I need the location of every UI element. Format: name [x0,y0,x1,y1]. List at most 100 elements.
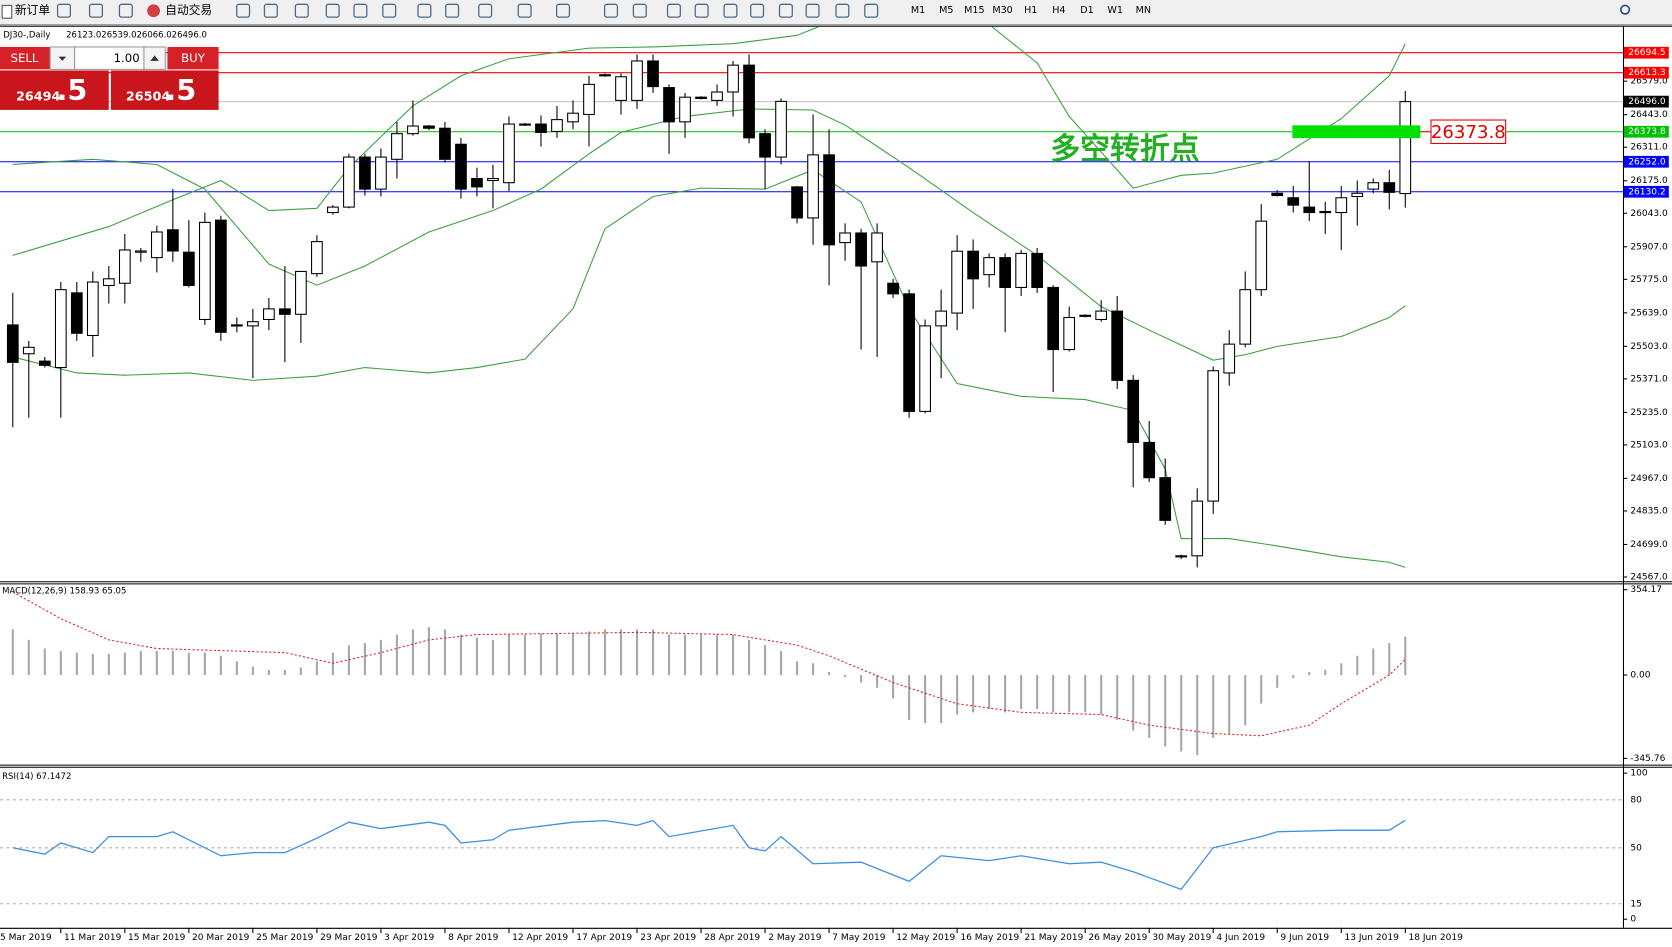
annotation-bar [1292,125,1421,139]
toolbar-icon[interactable] [417,3,432,18]
x-tick-label: 21 May 2019 [1024,933,1083,943]
x-tick-label: 26 May 2019 [1088,933,1147,943]
y-tick-label: 26443.0 [1630,110,1668,120]
buy-label: BUY [181,51,206,65]
toolbar-icon[interactable] [864,3,879,18]
timeframe-button[interactable]: M5 [939,5,953,16]
toolbar-icon[interactable] [750,3,765,18]
new-order-icon [1,4,13,19]
y-tick-label: 25103.0 [1630,440,1668,450]
timeframe-button[interactable]: M30 [992,5,1012,16]
candle-body [599,74,611,77]
level-label: 26252.0 [1628,157,1666,167]
toolbar-icon[interactable] [694,3,709,18]
candle-body [1015,252,1028,288]
bollinger-upper [12,26,1406,256]
toolbar-icon[interactable] [88,3,104,18]
toolbar-icon[interactable] [325,3,340,18]
candle-body [663,87,675,123]
x-tick-label: 16 May 2019 [960,933,1019,943]
y-tick-label: 24699.0 [1630,540,1668,550]
toolbar-icon[interactable] [236,3,251,18]
auto-trading-label: 自动交易 [165,3,212,17]
bid-box[interactable] [0,70,109,110]
annotation-text: 多空转折点 [1050,132,1199,167]
auto-trading-icon [147,4,160,18]
rsi-line [12,819,1406,891]
timeframe-button[interactable]: W1 [1107,5,1123,16]
toolbar-icon[interactable] [603,3,619,18]
toolbar-icon[interactable] [478,3,493,18]
y-tick-label: 25907.0 [1630,242,1668,252]
toolbar-icon[interactable] [445,3,460,18]
candle-body [535,123,547,133]
sell-button[interactable]: SELL [0,46,51,70]
toolbar-icon[interactable] [666,3,681,18]
x-tick-label: 8 Apr 2019 [448,933,498,943]
new-order-button[interactable]: 新订单 [1,3,50,19]
level-box [1624,155,1669,168]
toolbar-icon[interactable] [353,3,368,18]
candle-body [1159,477,1172,521]
toolbar-icon[interactable] [805,3,820,18]
timeframe-button[interactable]: M15 [964,5,984,16]
y-tick-label: 50 [1630,843,1642,853]
current-price-box [1624,95,1669,108]
x-tick-label: 4 Jun 2019 [1216,933,1265,943]
timeframe-button[interactable]: H1 [1024,5,1037,16]
candle-body [22,346,35,355]
toolbar-icon[interactable] [294,3,309,18]
candle-body [1399,101,1412,195]
level-box [1624,125,1669,138]
timeframe-button[interactable]: D1 [1080,5,1093,16]
toolbar-icon[interactable] [835,3,850,18]
y-tick-label: 25503.0 [1630,342,1668,352]
date-axis: 5 Mar 2019 11 Mar 2019 15 Mar 2019 20 Mar 2… [0,927,1463,943]
candle-body [6,324,19,363]
toolbar-icon[interactable] [778,3,793,18]
candle-body [295,270,307,315]
candle-body [1191,500,1204,557]
ask-price: 26504 [126,90,171,105]
price-chart: 多空转折点 26373.8 [0,26,1623,568]
auto-trading-button[interactable]: 自动交易 [147,3,212,17]
toolbar-icon[interactable] [56,3,72,18]
toolbar-icon[interactable] [118,3,133,18]
candle-body [1207,370,1220,502]
y-tick-label: 26311.0 [1630,143,1668,153]
candle-body [711,91,723,101]
timeframe-button[interactable]: H4 [1052,5,1065,16]
ask-box[interactable] [110,70,219,110]
candle-body [263,308,275,321]
candle-body [1335,197,1348,214]
open: 26123.0 [66,31,101,41]
toolbar-icon[interactable] [555,3,571,18]
toolbar-icon[interactable] [263,3,278,18]
low: 26066.0 [136,31,171,41]
candle-body [1271,192,1284,197]
candle-body [1303,206,1316,214]
y-tick-label: 25235.0 [1630,408,1668,418]
y-tick-label: 25371.0 [1630,374,1668,384]
x-tick-label: 17 Apr 2019 [576,933,632,943]
x-tick-label: 13 Jun 2019 [1344,933,1399,943]
candle-body [182,251,195,287]
toolbar-icon[interactable] [723,3,738,18]
y-tick-label: 354.17 [1630,585,1662,595]
x-tick-label: 30 May 2019 [1152,933,1211,943]
candle-body [247,321,259,327]
toolbar-icon[interactable] [517,3,532,18]
candle-body [775,100,787,158]
timeframe-button[interactable]: MN [1136,5,1151,16]
toolbar-icon[interactable] [632,3,647,18]
candle-body [1175,555,1188,558]
candle-body [279,308,291,315]
candle-body [471,177,483,188]
candle-body [1255,220,1268,291]
buy-button[interactable]: BUY [167,46,219,70]
candle-body [551,119,563,132]
toolbar-icon[interactable] [382,3,397,18]
candle-body [1079,314,1092,317]
search-icon[interactable] [1620,4,1631,15]
timeframe-button[interactable]: M1 [911,5,925,16]
